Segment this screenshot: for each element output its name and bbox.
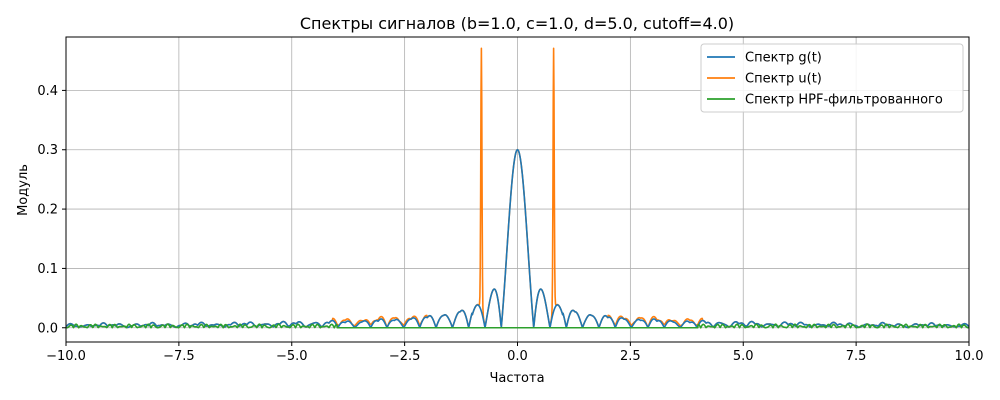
legend-label: Спектр g(t)	[745, 51, 822, 66]
x-tick-label: −7.5	[163, 349, 195, 364]
series-line	[65, 148, 970, 329]
legend-label: Спектр u(t)	[745, 72, 822, 87]
chart-title: Спектры сигналов (b=1.0, c=1.0, d=5.0, c…	[300, 14, 734, 33]
x-tick-label: −2.5	[389, 349, 421, 364]
legend-box	[700, 43, 964, 113]
x-tick-label: 10.0	[955, 349, 984, 364]
y-tick-label: 0.1	[37, 262, 58, 277]
y-axis-label: Модуль	[16, 164, 31, 216]
series-line	[65, 323, 970, 329]
y-tick-label: 0.2	[37, 203, 58, 218]
x-tick-label: −10.0	[46, 349, 86, 364]
x-tick-label: 5.0	[733, 349, 754, 364]
y-axis-ticks: 0.0 0.1 0.2 0.3 0.4	[37, 84, 66, 336]
legend-label: Спектр HPF-фильтрованного	[745, 93, 943, 108]
y-tick-label: 0.0	[37, 321, 58, 336]
y-tick-label: 0.3	[37, 143, 58, 158]
x-tick-label: 7.5	[846, 349, 867, 364]
legend: Спектр g(t) Спектр u(t) Спектр HPF-фильтро…	[700, 43, 964, 113]
x-axis-label: Частота	[489, 371, 544, 386]
y-tick-label: 0.4	[37, 84, 58, 99]
x-tick-label: 0.0	[507, 349, 528, 364]
x-tick-label: 2.5	[620, 349, 641, 364]
x-axis-ticks: −10.0 −7.5 −5.0 −2.5 0.0 2.5 5.0 7.5 10.0	[46, 342, 983, 364]
series-layer	[65, 47, 970, 329]
x-tick-label: −5.0	[276, 349, 308, 364]
